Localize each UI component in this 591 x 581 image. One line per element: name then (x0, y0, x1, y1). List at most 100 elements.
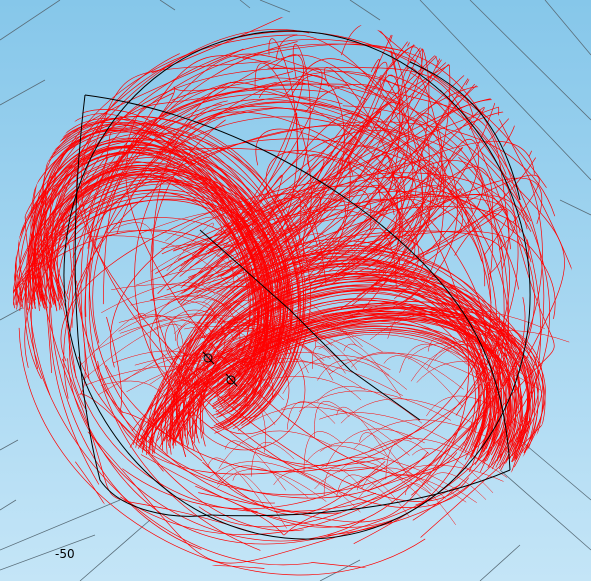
field-line (139, 312, 543, 459)
field-line (184, 329, 306, 451)
field-line (137, 279, 292, 319)
field-line (220, 395, 266, 453)
field-line (238, 233, 327, 285)
field-line (195, 328, 292, 360)
field-line (170, 278, 502, 453)
field-line (420, 119, 573, 538)
field-line (314, 467, 435, 497)
field-line (13, 148, 299, 422)
field-line (129, 311, 531, 461)
field-line (427, 338, 480, 380)
field-line (336, 474, 394, 504)
field-line (265, 331, 390, 376)
field-line (383, 355, 463, 408)
field-line (224, 194, 505, 259)
field-line (85, 88, 331, 317)
field-line (217, 46, 423, 285)
field-line (38, 148, 556, 319)
field-line (173, 244, 235, 287)
field-line (353, 419, 495, 450)
field-line (51, 147, 259, 416)
field-line (318, 334, 493, 373)
field-line (218, 190, 464, 262)
field-line (141, 279, 533, 468)
field-line (196, 284, 490, 451)
field-line (182, 148, 405, 287)
field-line (204, 294, 319, 352)
field-line (426, 395, 523, 427)
field-line (434, 330, 573, 361)
field-line (172, 245, 516, 462)
field-line (72, 81, 232, 258)
field-line (194, 334, 239, 389)
field-line (224, 331, 292, 356)
field-line (89, 139, 342, 514)
field-line (163, 335, 266, 381)
field-line (400, 67, 445, 302)
field-line (411, 448, 503, 504)
field-line (192, 351, 331, 394)
field-line (282, 355, 391, 394)
field-line (182, 198, 401, 306)
field-line (76, 280, 164, 472)
field-line (67, 247, 258, 512)
field-line (66, 138, 520, 294)
field-line (182, 349, 249, 382)
field-line (371, 75, 424, 293)
field-line (164, 309, 226, 371)
field-line (112, 350, 215, 381)
field-line (303, 431, 343, 474)
field-line (148, 288, 517, 466)
field-line (233, 111, 382, 277)
field-line (31, 150, 286, 409)
field-line (154, 301, 216, 324)
field-line (188, 230, 503, 278)
field-line (175, 315, 485, 453)
field-line (338, 460, 430, 506)
field-line (166, 276, 507, 468)
field-line (390, 139, 480, 283)
field-line (367, 166, 442, 256)
field-line (258, 81, 424, 251)
field-line (273, 471, 361, 513)
field-line (161, 243, 290, 290)
field-line (135, 266, 287, 289)
field-line (86, 235, 237, 297)
field-line (192, 257, 485, 458)
field-line (372, 188, 462, 272)
field-line (202, 275, 278, 303)
field-line (40, 161, 274, 393)
field-line (180, 68, 323, 267)
field-line (315, 321, 357, 349)
field-line (180, 189, 302, 305)
field-line (139, 209, 296, 235)
field-line (217, 468, 327, 502)
field-line (207, 457, 266, 508)
field-line (194, 349, 284, 401)
field-line (153, 320, 207, 358)
field-line (167, 244, 286, 304)
field-line (232, 473, 288, 529)
field-line (81, 313, 146, 365)
field-line (316, 107, 485, 275)
field-line (152, 100, 275, 504)
field-line (218, 430, 333, 469)
field-line (175, 331, 491, 451)
field-line (343, 343, 402, 398)
field-line (256, 189, 372, 264)
field-line (180, 174, 283, 289)
field-line (344, 50, 401, 262)
field-line (201, 193, 529, 279)
field-line (189, 382, 248, 406)
field-line (119, 314, 280, 337)
field-line (67, 358, 366, 542)
field-line (356, 208, 509, 297)
field-line (161, 263, 511, 466)
field-line (85, 366, 236, 388)
field-line (172, 287, 503, 462)
source-markers (202, 351, 238, 387)
field-line (320, 456, 477, 503)
